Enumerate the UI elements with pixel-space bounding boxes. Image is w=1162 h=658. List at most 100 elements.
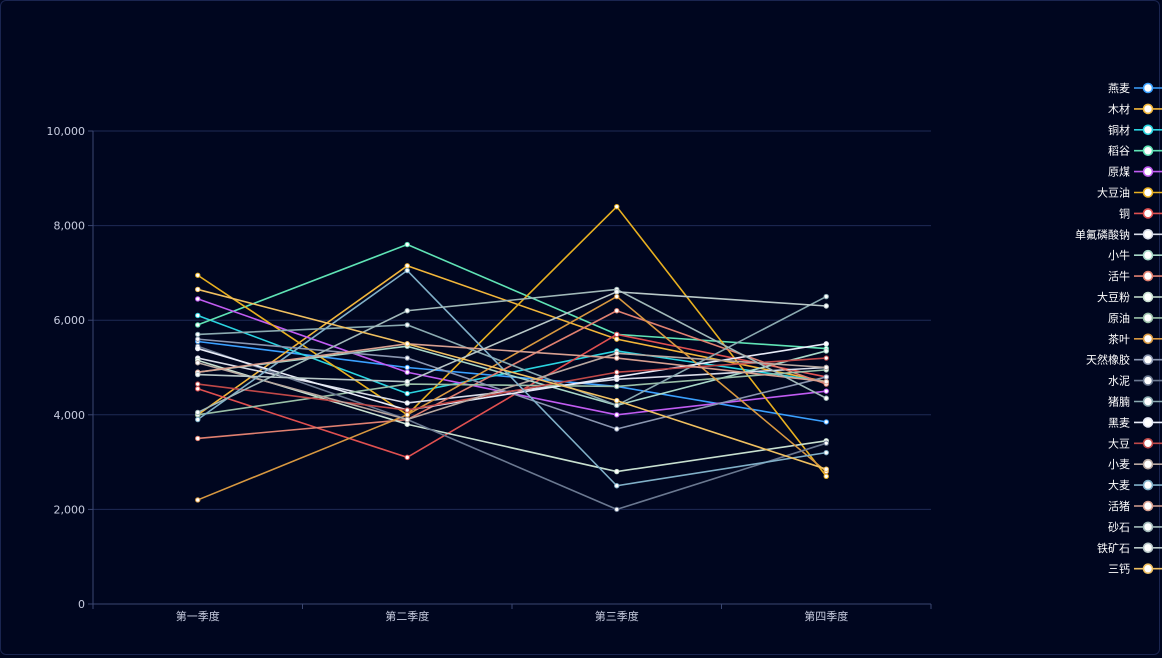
series-5[interactable] (195, 203, 829, 479)
data-point[interactable] (404, 267, 410, 274)
series-15[interactable] (195, 293, 829, 409)
data-point[interactable] (823, 388, 829, 394)
data-point[interactable] (404, 454, 410, 461)
legend-item[interactable]: 铜材 (1108, 123, 1162, 137)
data-point[interactable] (195, 322, 201, 328)
data-point[interactable] (614, 374, 620, 380)
data-point[interactable] (614, 369, 620, 375)
legend-item[interactable]: 铁矿石 (1097, 542, 1162, 555)
data-point[interactable] (614, 289, 620, 295)
data-point[interactable] (195, 296, 201, 302)
data-point[interactable] (823, 473, 829, 479)
data-point[interactable] (823, 440, 829, 446)
series-line[interactable] (197, 369, 827, 416)
data-point[interactable] (823, 355, 829, 361)
data-point[interactable] (404, 407, 410, 413)
legend-item[interactable]: 燕麦 (1108, 82, 1162, 95)
data-point[interactable] (195, 381, 201, 387)
data-point[interactable] (614, 308, 620, 314)
data-point[interactable] (614, 426, 620, 432)
series-line[interactable] (197, 295, 827, 501)
data-point[interactable] (823, 395, 829, 401)
series-line[interactable] (197, 333, 827, 459)
legend-item[interactable]: 木材 (1108, 102, 1162, 116)
legend-item[interactable]: 猪腩 (1108, 395, 1162, 409)
series-line[interactable] (197, 345, 827, 511)
data-point[interactable] (614, 350, 620, 357)
data-point[interactable] (404, 421, 410, 427)
legend-item[interactable]: 三钙 (1108, 562, 1162, 576)
data-point[interactable] (195, 497, 201, 503)
series-line[interactable] (197, 288, 827, 414)
data-point[interactable] (823, 348, 829, 354)
series-line[interactable] (197, 359, 827, 473)
series-line[interactable] (197, 243, 827, 350)
data-point[interactable] (195, 416, 201, 423)
data-point[interactable] (404, 400, 410, 406)
legend-item[interactable]: 水泥 (1108, 375, 1162, 388)
series-line[interactable] (197, 340, 827, 423)
legend-item[interactable]: 活猪 (1108, 500, 1162, 513)
data-point[interactable] (614, 412, 620, 418)
data-point[interactable] (195, 272, 201, 278)
series-line[interactable] (197, 352, 827, 421)
data-point[interactable] (823, 466, 829, 472)
data-point[interactable] (404, 390, 410, 397)
data-point[interactable] (195, 286, 201, 293)
data-point[interactable] (823, 449, 829, 456)
legend-item[interactable]: 铜 (1119, 206, 1162, 220)
data-point[interactable] (614, 336, 620, 342)
data-point[interactable] (614, 397, 620, 404)
data-point[interactable] (614, 203, 620, 210)
data-point[interactable] (195, 312, 201, 319)
series-22[interactable] (195, 289, 829, 385)
series-6[interactable] (195, 331, 829, 461)
series-line[interactable] (197, 291, 827, 383)
legend-item[interactable]: 原油 (1108, 311, 1162, 325)
data-point[interactable] (404, 322, 410, 328)
data-point[interactable] (195, 345, 201, 352)
series-23[interactable] (195, 286, 829, 472)
legend-item[interactable]: 小麦 (1108, 458, 1162, 471)
legend-item[interactable]: 砂石 (1108, 521, 1162, 534)
series-line[interactable] (197, 288, 827, 470)
data-point[interactable] (195, 386, 201, 392)
data-point[interactable] (404, 412, 410, 418)
data-point[interactable] (823, 364, 829, 371)
series-line[interactable] (197, 357, 827, 411)
data-point[interactable] (614, 483, 620, 489)
data-point[interactable] (195, 336, 201, 342)
series-3[interactable] (195, 241, 829, 352)
data-point[interactable] (195, 331, 201, 338)
data-point[interactable] (404, 355, 410, 361)
series-17[interactable] (195, 355, 829, 413)
legend-item[interactable]: 小牛 (1108, 248, 1162, 262)
data-point[interactable] (823, 303, 829, 309)
data-point[interactable] (195, 435, 201, 442)
series-14[interactable] (195, 343, 829, 513)
series-18[interactable] (195, 350, 829, 423)
data-point[interactable] (614, 383, 620, 390)
data-point[interactable] (614, 506, 620, 513)
data-point[interactable] (614, 402, 620, 409)
data-point[interactable] (404, 364, 410, 371)
data-point[interactable] (404, 378, 410, 385)
legend-item[interactable]: 大麦 (1108, 478, 1162, 492)
series-line[interactable] (197, 269, 827, 487)
legend-item[interactable]: 大豆粉 (1097, 290, 1162, 304)
data-point[interactable] (404, 416, 410, 423)
series-line[interactable] (197, 343, 827, 383)
data-point[interactable] (404, 241, 410, 248)
legend-item[interactable]: 活牛 (1108, 269, 1162, 283)
legend-item[interactable]: 黑麦 (1108, 416, 1162, 429)
series-line[interactable] (197, 295, 827, 407)
legend-item[interactable]: 茶叶 (1108, 333, 1162, 346)
data-point[interactable] (823, 293, 829, 300)
data-point[interactable] (614, 293, 620, 300)
series-19[interactable] (195, 267, 829, 489)
data-point[interactable] (404, 308, 410, 314)
data-point[interactable] (195, 360, 201, 366)
data-point[interactable] (195, 371, 201, 378)
legend-item[interactable]: 原煤 (1108, 166, 1162, 179)
data-point[interactable] (823, 419, 829, 425)
